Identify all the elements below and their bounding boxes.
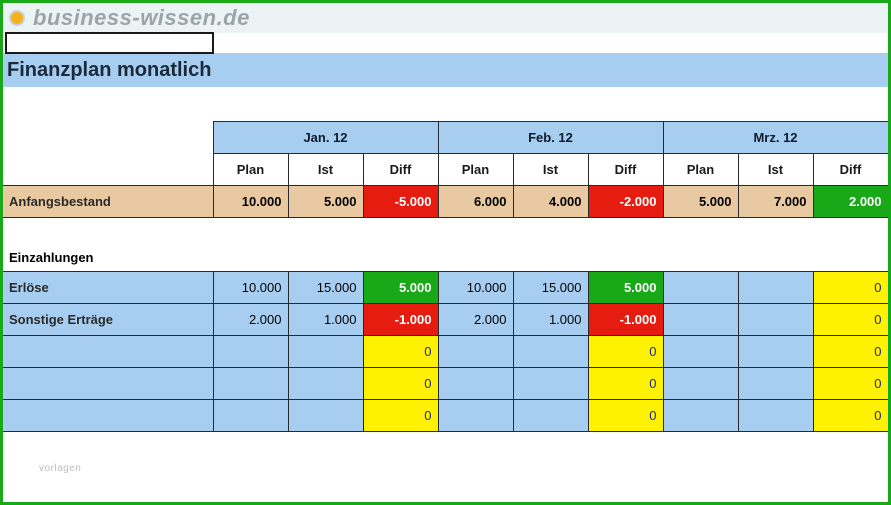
cell[interactable] xyxy=(288,400,363,432)
cell[interactable] xyxy=(513,336,588,368)
title-bar: Finanzplan monatlich xyxy=(3,53,888,87)
label-sonstige: Sonstige Erträge xyxy=(3,304,213,336)
cell[interactable] xyxy=(288,336,363,368)
cell[interactable] xyxy=(213,336,288,368)
cell[interactable]: 10.000 xyxy=(213,272,288,304)
col-ist-3: Ist xyxy=(738,154,813,186)
cell[interactable] xyxy=(438,336,513,368)
row-sonstige: Sonstige Erträge 2.000 1.000 -1.000 2.00… xyxy=(3,304,888,336)
cell[interactable]: 1.000 xyxy=(513,304,588,336)
month-feb: Feb. 12 xyxy=(438,122,663,154)
cell[interactable] xyxy=(738,368,813,400)
subhead-blank xyxy=(3,154,213,186)
cell-diff[interactable]: 0 xyxy=(813,368,888,400)
label-blank[interactable] xyxy=(3,336,213,368)
cell[interactable] xyxy=(213,368,288,400)
month-header-row: Jan. 12 Feb. 12 Mrz. 12 xyxy=(3,122,888,154)
col-diff-1: Diff xyxy=(363,154,438,186)
cell[interactable] xyxy=(738,272,813,304)
cell-diff[interactable]: -1.000 xyxy=(363,304,438,336)
cell[interactable] xyxy=(738,400,813,432)
label-einzahlungen: Einzahlungen xyxy=(3,244,888,272)
cell-diff[interactable]: 0 xyxy=(813,304,888,336)
active-cell-selector[interactable] xyxy=(5,32,214,54)
cell-diff[interactable]: 0 xyxy=(813,400,888,432)
cell-diff[interactable]: 0 xyxy=(813,272,888,304)
cell-diff[interactable]: 0 xyxy=(363,368,438,400)
spacer xyxy=(3,87,888,121)
cell[interactable] xyxy=(288,368,363,400)
cell-diff[interactable]: 5.000 xyxy=(363,272,438,304)
cell[interactable] xyxy=(663,400,738,432)
cell-diff[interactable]: 0 xyxy=(588,368,663,400)
logo-strip: business-wissen.de xyxy=(3,3,888,33)
cell-diff[interactable]: 0 xyxy=(588,336,663,368)
month-mar: Mrz. 12 xyxy=(663,122,888,154)
row-anfangsbestand: Anfangsbestand 10.000 5.000 -5.000 6.000… xyxy=(3,186,888,218)
row-erloese: Erlöse 10.000 15.000 5.000 10.000 15.000… xyxy=(3,272,888,304)
cell[interactable] xyxy=(663,336,738,368)
col-diff-3: Diff xyxy=(813,154,888,186)
sub-header-row: Plan Ist Diff Plan Ist Diff Plan Ist Dif… xyxy=(3,154,888,186)
spreadsheet-frame: business-wissen.de Finanzplan monatlich … xyxy=(0,0,891,505)
cell-diff[interactable]: -2.000 xyxy=(588,186,663,218)
cell[interactable]: 15.000 xyxy=(513,272,588,304)
cell-diff[interactable]: 2.000 xyxy=(813,186,888,218)
label-blank[interactable] xyxy=(3,368,213,400)
page-title: Finanzplan monatlich xyxy=(7,59,211,82)
cell[interactable]: 10.000 xyxy=(213,186,288,218)
cell[interactable] xyxy=(213,400,288,432)
cell[interactable] xyxy=(663,272,738,304)
cell[interactable]: 5.000 xyxy=(288,186,363,218)
watermark-text: vorlagen xyxy=(39,463,81,474)
logo-dot-icon xyxy=(9,10,25,26)
row-blank-1: 0 0 0 xyxy=(3,336,888,368)
cell-diff[interactable]: 0 xyxy=(813,336,888,368)
cell[interactable] xyxy=(438,400,513,432)
col-plan-1: Plan xyxy=(213,154,288,186)
cell[interactable]: 7.000 xyxy=(738,186,813,218)
cell[interactable]: 10.000 xyxy=(438,272,513,304)
cell[interactable] xyxy=(438,368,513,400)
label-erloese: Erlöse xyxy=(3,272,213,304)
finance-table: Jan. 12 Feb. 12 Mrz. 12 Plan Ist Diff Pl… xyxy=(3,121,889,432)
col-plan-2: Plan xyxy=(438,154,513,186)
cell[interactable]: 4.000 xyxy=(513,186,588,218)
cell[interactable] xyxy=(513,368,588,400)
section-einzahlungen: Einzahlungen xyxy=(3,244,888,272)
cell[interactable]: 15.000 xyxy=(288,272,363,304)
cell-diff[interactable]: 0 xyxy=(363,336,438,368)
cell[interactable]: 2.000 xyxy=(213,304,288,336)
col-ist-2: Ist xyxy=(513,154,588,186)
cell-diff[interactable]: 0 xyxy=(363,400,438,432)
label-anfangsbestand: Anfangsbestand xyxy=(3,186,213,218)
col-ist-1: Ist xyxy=(288,154,363,186)
cell[interactable]: 2.000 xyxy=(438,304,513,336)
cell[interactable] xyxy=(513,400,588,432)
cell-diff[interactable]: -1.000 xyxy=(588,304,663,336)
col-plan-3: Plan xyxy=(663,154,738,186)
cell[interactable]: 5.000 xyxy=(663,186,738,218)
cell[interactable] xyxy=(663,368,738,400)
header-blank xyxy=(3,122,213,154)
col-diff-2: Diff xyxy=(588,154,663,186)
row-blank-2: 0 0 0 xyxy=(3,368,888,400)
cell[interactable] xyxy=(738,304,813,336)
label-blank[interactable] xyxy=(3,400,213,432)
row-blank-3: 0 0 0 xyxy=(3,400,888,432)
cell-diff[interactable]: 0 xyxy=(588,400,663,432)
cell[interactable]: 6.000 xyxy=(438,186,513,218)
active-cell-row xyxy=(3,33,888,53)
cell[interactable] xyxy=(663,304,738,336)
cell[interactable]: 1.000 xyxy=(288,304,363,336)
cell-diff[interactable]: -5.000 xyxy=(363,186,438,218)
divider-row xyxy=(3,218,888,244)
month-jan: Jan. 12 xyxy=(213,122,438,154)
cell-diff[interactable]: 5.000 xyxy=(588,272,663,304)
logo-text: business-wissen.de xyxy=(33,5,250,31)
cell[interactable] xyxy=(738,336,813,368)
divider xyxy=(3,218,888,244)
